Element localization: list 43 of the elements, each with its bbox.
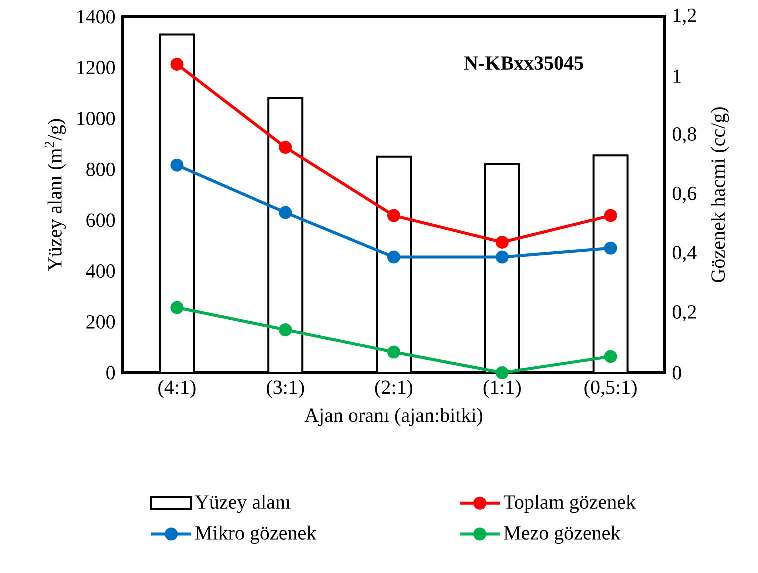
point <box>170 158 184 172</box>
point <box>604 209 618 222</box>
point <box>170 301 184 314</box>
point <box>279 141 292 154</box>
y-tick-label: 1200 <box>78 61 116 75</box>
legend-label: Mezo gözenek <box>504 526 621 544</box>
y-tick-label: 200 <box>86 315 116 329</box>
y2-tick-label: 0,8 <box>672 127 696 144</box>
point <box>279 206 292 220</box>
point <box>604 350 618 364</box>
y-tick-label: 400 <box>86 264 116 278</box>
point <box>388 250 400 264</box>
x-tick-label: (4:1) <box>158 380 196 398</box>
y-tick-label: 800 <box>86 162 116 176</box>
y2-tick-label: 0,2 <box>672 305 696 322</box>
point <box>170 58 184 71</box>
point <box>496 236 509 249</box>
y2-tick-label: 1,2 <box>674 8 696 26</box>
y-tick-label: 1000 <box>78 112 116 126</box>
y-tick-label: 0 <box>106 366 116 380</box>
y2-tick-label: 1 <box>674 70 681 83</box>
y2-tick-label: 0,6 <box>672 186 697 204</box>
point <box>604 242 618 255</box>
x-axis-title: Ajan oranı (ajan:bitki) <box>304 408 483 426</box>
y-tick-label: 600 <box>86 214 116 228</box>
legend-label: Mikro gözenek <box>196 526 317 544</box>
point <box>388 209 400 222</box>
x-tick-label: (2:1) <box>375 380 413 398</box>
point <box>496 366 509 380</box>
y2-axis-title: Gözenek hacmi (cc/g) <box>711 108 730 282</box>
legend-label: Toplam gözenek <box>504 494 636 514</box>
y-axis-title: Yüzey alanı (m$^{2}$/g) <box>44 119 66 272</box>
y2-tick-label: 0 <box>672 366 682 380</box>
point <box>388 346 400 359</box>
annotation: N-KBxx35045 <box>464 56 584 70</box>
x-tick-label: (3:1) <box>267 380 304 398</box>
point <box>496 250 509 264</box>
x-tick-label: (1:1) <box>484 380 521 398</box>
y-tick-label: 1400 <box>78 10 116 24</box>
y2-tick-label: 0,4 <box>672 246 697 263</box>
point <box>279 323 292 336</box>
x-tick-label: (0,5:1) <box>584 380 637 398</box>
legend-label: Yüzey alanı <box>195 494 291 514</box>
